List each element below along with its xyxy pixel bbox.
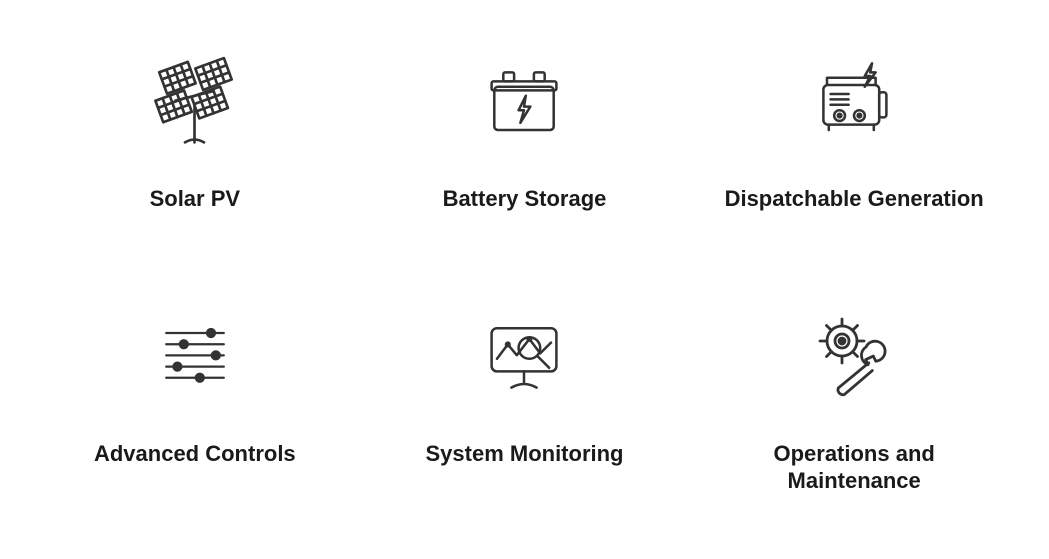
generator-icon: [804, 50, 904, 155]
feature-grid: Solar PV Battery Storage: [40, 50, 1009, 509]
feature-label: System Monitoring: [425, 440, 623, 468]
feature-label: Operations and Maintenance: [714, 440, 994, 495]
gear-wrench-icon: [804, 305, 904, 410]
solar-panel-icon: [147, 50, 242, 155]
feature-label: Solar PV: [150, 185, 240, 213]
feature-label: Advanced Controls: [94, 440, 296, 468]
feature-battery-storage: Battery Storage: [370, 50, 680, 255]
feature-label: Battery Storage: [443, 185, 607, 213]
feature-label: Dispatchable Generation: [725, 185, 984, 213]
monitor-icon: [474, 305, 574, 410]
sliders-icon: [150, 305, 240, 410]
feature-dispatchable-generation: Dispatchable Generation: [699, 50, 1009, 255]
feature-system-monitoring: System Monitoring: [370, 305, 680, 510]
feature-advanced-controls: Advanced Controls: [40, 305, 350, 510]
feature-solar-pv: Solar PV: [40, 50, 350, 255]
battery-icon: [474, 50, 574, 155]
feature-operations-maintenance: Operations and Maintenance: [699, 305, 1009, 510]
